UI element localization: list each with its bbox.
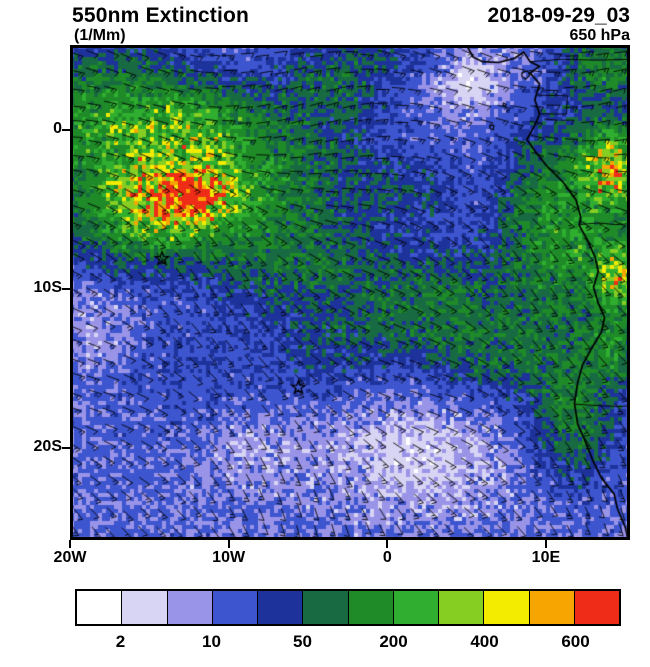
x-axis-tick	[69, 540, 71, 548]
colorbar-box	[77, 591, 123, 624]
colorbar-box	[212, 591, 258, 624]
y-tick-label: 0	[53, 120, 62, 138]
colorbar-box	[529, 591, 575, 624]
x-tick-label: 10E	[531, 549, 561, 566]
x-tick-label: 20W	[53, 549, 87, 566]
colorbar-label: 200	[379, 632, 408, 651]
y-axis-tick	[62, 287, 70, 290]
colorbar-box	[167, 591, 213, 624]
colorbar-label: 600	[561, 632, 590, 651]
y-tick-label: 20S	[33, 437, 62, 455]
colorbar-label: 10	[202, 632, 221, 651]
colorbar-label: 2	[115, 632, 126, 651]
colorbar-labels: 2 10 50 200 400 600	[75, 632, 621, 654]
x-axis-tick	[227, 540, 230, 548]
colorbar-label: 400	[470, 632, 499, 651]
colorbar-box	[439, 591, 485, 624]
colorbar-box	[122, 591, 168, 624]
colorbar-box	[303, 591, 349, 624]
y-tick-label: 10S	[33, 278, 62, 296]
map-canvas	[70, 45, 630, 540]
colorbar	[75, 589, 621, 626]
plot-units: (1/Mm)	[74, 27, 126, 44]
plot-pressure-level: 650 hPa	[569, 27, 630, 44]
y-axis-tick	[62, 129, 70, 132]
x-tick-label: 0	[382, 549, 392, 566]
plot-datetime: 2018-09-29_03	[487, 4, 630, 27]
colorbar-label: 50	[293, 632, 312, 651]
x-axis-tick	[544, 540, 547, 548]
x-tick-label: 10W	[212, 549, 246, 566]
x-axis-tick	[386, 540, 389, 548]
colorbar-box	[258, 591, 304, 624]
colorbar-box	[574, 591, 619, 624]
plot-title: 550nm Extinction	[72, 4, 250, 27]
colorbar-box	[348, 591, 394, 624]
y-axis-tick	[62, 446, 70, 449]
colorbar-box	[393, 591, 439, 624]
colorbar-box	[484, 591, 530, 624]
